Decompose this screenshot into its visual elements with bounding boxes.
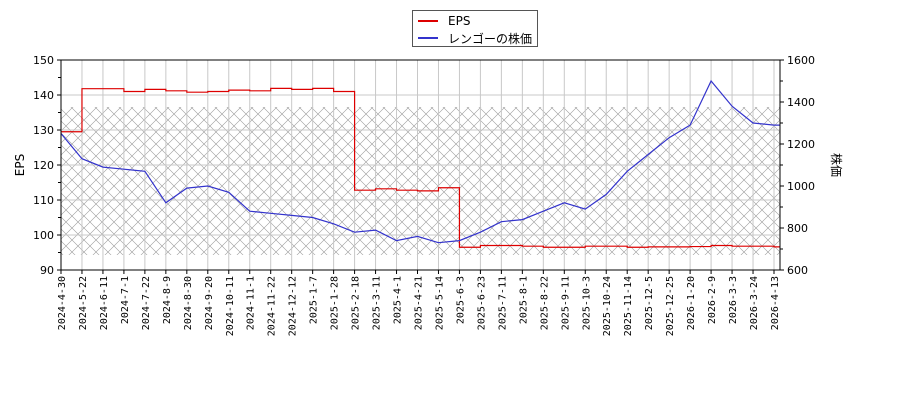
x-tick-label: 2024-6-11 xyxy=(99,276,110,330)
x-tick-label: 2024-7-22 xyxy=(141,276,152,330)
x-tick-label: 2025-5-14 xyxy=(434,276,445,330)
legend: EPS レンゴーの株価 xyxy=(412,10,538,47)
x-tick-label: 2026-1-20 xyxy=(686,276,697,330)
eps-line-swatch-icon xyxy=(418,20,438,22)
left-tick-label: 140 xyxy=(33,89,54,102)
right-tick-label: 1000 xyxy=(787,180,815,193)
right-axis: 600 800 1000 1200 1400 1600 xyxy=(780,54,815,277)
x-tick-label: 2025-8-1 xyxy=(518,276,529,324)
left-tick-label: 110 xyxy=(33,194,54,207)
right-axis-title: 株価 xyxy=(829,153,844,177)
left-axis-title: EPS xyxy=(13,154,27,176)
legend-label-eps: EPS xyxy=(448,14,471,28)
x-tick-label: 2025-10-3 xyxy=(581,276,592,330)
x-tick-label: 2024-8-9 xyxy=(162,276,173,324)
x-tick-label: 2024-8-30 xyxy=(183,276,194,330)
x-tick-label: 2024-11-22 xyxy=(267,276,278,336)
right-tick-label: 600 xyxy=(787,264,808,277)
x-tick-label: 2025-6-3 xyxy=(455,276,466,324)
x-tick-label: 2025-4-21 xyxy=(414,276,425,330)
x-tick-label: 2025-12-25 xyxy=(665,276,676,336)
stock-price-series-line xyxy=(60,79,780,244)
x-tick-label: 2025-8-22 xyxy=(539,276,550,330)
left-tick-label: 100 xyxy=(33,229,54,242)
hatched-band xyxy=(61,107,780,255)
x-tick-label: 2024-9-20 xyxy=(204,276,215,330)
x-tick-label: 2025-1-28 xyxy=(330,276,341,330)
right-tick-label: 1200 xyxy=(787,138,815,151)
x-tick-label: 2024-12-12 xyxy=(288,276,299,336)
x-tick-label: 2025-4-1 xyxy=(393,276,404,324)
left-tick-label: 130 xyxy=(33,124,54,137)
left-tick-label: 120 xyxy=(33,159,54,172)
x-tick-label: 2025-9-11 xyxy=(560,276,571,330)
right-tick-label: 1600 xyxy=(787,54,815,67)
x-tick-label: 2024-10-11 xyxy=(225,276,236,336)
stock-line-swatch-icon xyxy=(418,37,438,39)
series-lines xyxy=(60,79,780,248)
left-tick-label: 90 xyxy=(40,264,54,277)
x-tick-label: 2026-4-13 xyxy=(770,276,781,330)
legend-item-stock-price: レンゴーの株価 xyxy=(418,30,532,46)
left-tick-label: 150 xyxy=(33,54,54,67)
x-tick-label: 2025-7-11 xyxy=(497,276,508,330)
x-tick-label: 2026-3-3 xyxy=(728,276,739,324)
x-tick-label: 2026-2-9 xyxy=(707,276,718,324)
x-tick-label: 2024-5-22 xyxy=(78,276,89,330)
x-tick-label: 2025-12-5 xyxy=(644,276,655,330)
eps-series-line xyxy=(61,87,780,248)
left-axis: 90 100 110 120 130 140 150 xyxy=(33,54,61,277)
x-tick-label: 2025-6-23 xyxy=(476,276,487,330)
x-axis: 2024-4-30 2024-5-22 2024-6-11 2024-7-1 2024-… xyxy=(57,270,781,336)
legend-label-stock-price: レンゴーの株価 xyxy=(448,31,533,46)
x-tick-label: 2025-3-11 xyxy=(372,276,383,330)
legend-item-eps: EPS xyxy=(418,13,470,29)
x-tick-label: 2025-1-7 xyxy=(309,276,320,324)
x-tick-label: 2025-10-24 xyxy=(602,276,613,336)
right-tick-label: 1400 xyxy=(787,96,815,109)
x-tick-label: 2025-11-14 xyxy=(623,276,634,336)
x-tick-label: 2024-7-1 xyxy=(120,276,131,324)
x-tick-label: 2026-3-24 xyxy=(749,276,760,330)
x-tick-label: 2024-11-1 xyxy=(246,276,257,330)
x-tick-label: 2025-2-18 xyxy=(351,276,362,330)
right-tick-label: 800 xyxy=(787,222,808,235)
x-tick-label: 2024-4-30 xyxy=(57,276,68,330)
